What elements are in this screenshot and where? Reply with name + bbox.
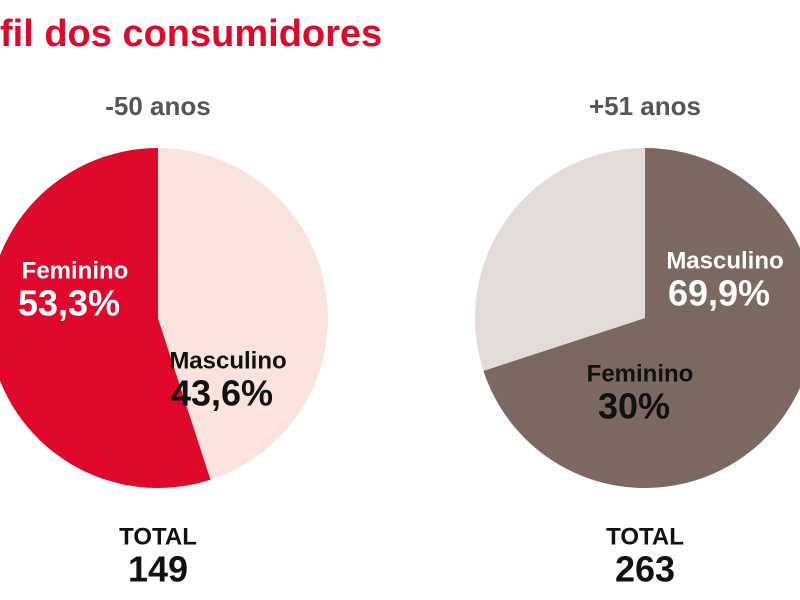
slice-label: Masculino bbox=[666, 247, 783, 274]
slice-value: 30% bbox=[598, 386, 670, 427]
total-label: TOTAL bbox=[119, 523, 197, 550]
slice-label: Feminino bbox=[22, 257, 129, 284]
slice-value: 69,9% bbox=[668, 273, 770, 314]
slice-value: 53,3% bbox=[18, 283, 120, 324]
pie-slice bbox=[475, 148, 645, 371]
pie-title: -50 anos bbox=[105, 91, 211, 121]
total-value: 263 bbox=[615, 549, 675, 590]
slice-value: 43,6% bbox=[171, 373, 273, 414]
pie-slice bbox=[483, 148, 800, 488]
total-label: TOTAL bbox=[606, 523, 684, 550]
pie-slice bbox=[0, 148, 211, 488]
slice-label: Feminino bbox=[587, 360, 694, 387]
pie-title: +51 anos bbox=[589, 91, 701, 121]
slice-label: Masculino bbox=[169, 347, 286, 374]
pie-slice bbox=[158, 148, 329, 480]
total-value: 149 bbox=[128, 549, 188, 590]
page-title: fil dos consumidores bbox=[0, 13, 382, 55]
